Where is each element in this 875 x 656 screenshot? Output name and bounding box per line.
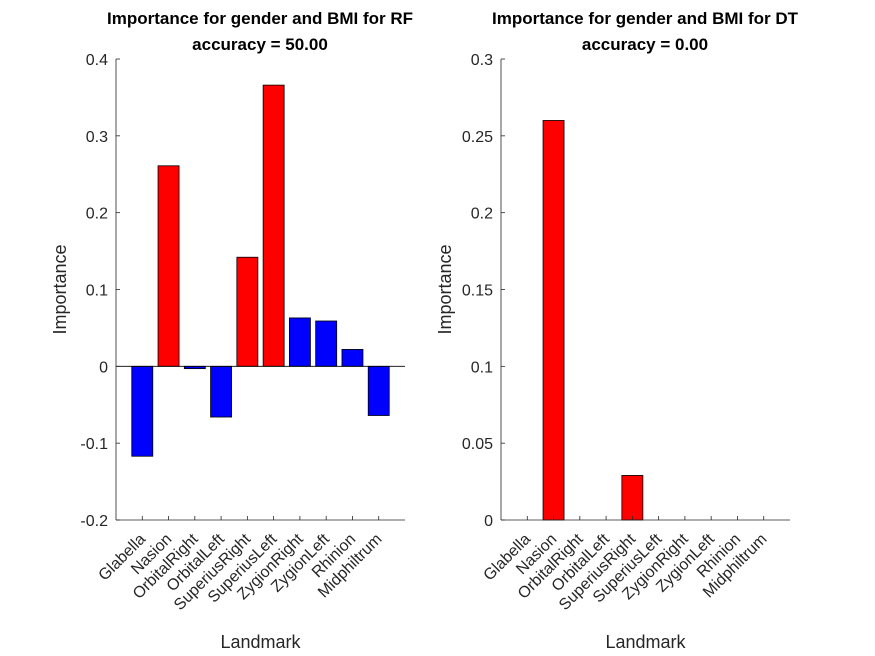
y-tick-label: 0.2 [86, 206, 108, 223]
y-tick-label: 0.4 [86, 52, 108, 69]
bar-nasion [542, 120, 565, 521]
bar-superiusright [621, 475, 644, 521]
chart-title: Importance for gender and BMI for DT [492, 9, 799, 28]
y-tick-label: 0.25 [462, 129, 493, 146]
bar-orbitalleft [210, 365, 232, 418]
x-axis-label: Landmark [605, 632, 686, 652]
y-tick-label: 0.05 [462, 436, 493, 453]
y-tick-label: -0.2 [80, 513, 108, 530]
y-tick-label: 0.2 [471, 206, 493, 223]
y-tick-label: 0 [99, 359, 108, 376]
bar-midphiltrum [367, 365, 390, 416]
bar-zygionleft [315, 320, 338, 367]
chart-title: Importance for gender and BMI for RF [107, 9, 413, 28]
y-axis-label: Importance [435, 244, 455, 334]
y-tick-label: 0.1 [471, 359, 493, 376]
y-tick-label: 0.3 [86, 129, 108, 146]
rf-importance-panel: Importance for gender and BMI for RF accu… [50, 9, 413, 652]
y-tick-label: 0 [484, 513, 493, 530]
bar-rhinion [341, 349, 364, 367]
chart-subtitle: accuracy = 0.00 [582, 35, 708, 54]
bar-superiusright [236, 256, 259, 367]
y-tick-label: 0.15 [462, 283, 493, 300]
bar-nasion [157, 165, 180, 367]
bar-glabella [131, 365, 154, 457]
y-tick-label: -0.1 [80, 436, 108, 453]
bar-superiusleft [262, 84, 285, 367]
y-tick-label: 0.1 [86, 283, 108, 300]
y-axis-label: Importance [50, 244, 70, 334]
dt-importance-panel: Importance for gender and BMI for DT accu… [435, 9, 799, 652]
chart-subtitle: accuracy = 50.00 [192, 35, 328, 54]
y-tick-label: 0.3 [471, 52, 493, 69]
x-axis-label: Landmark [220, 632, 301, 652]
bar-zygionright [288, 317, 311, 367]
